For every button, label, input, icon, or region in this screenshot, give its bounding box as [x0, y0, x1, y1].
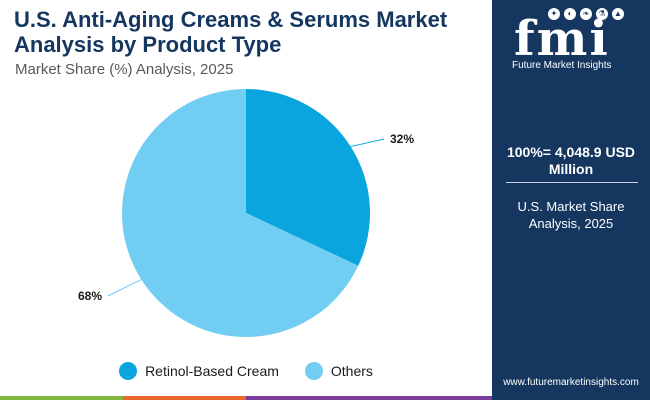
- leaf-icon: ❧: [580, 8, 592, 20]
- market-total: 100%= 4,048.9 USD Million: [506, 144, 636, 177]
- globe-icon: ◐: [564, 8, 576, 20]
- pie-chart: 32% 68%: [78, 89, 414, 338]
- chart-title: U.S. Anti-Aging Creams & Serums Market A…: [14, 7, 448, 57]
- logo-wordmark: fmi: [514, 11, 610, 67]
- chart-area: U.S. Anti-Aging Creams & Serums Market A…: [0, 7, 492, 400]
- pie-slice-others: [121, 89, 359, 338]
- chart-subtitle: Market Share (%) Analysis, 2025: [15, 61, 234, 78]
- chart-icon: ▲: [612, 8, 624, 20]
- flask-icon: ⚗: [596, 8, 608, 20]
- legend-swatch-retinol: [119, 362, 138, 380]
- legend-item-others: Others: [304, 362, 373, 380]
- sidebar-divider: [506, 182, 638, 183]
- lightbulb-icon: ✦: [548, 8, 560, 20]
- bottom-color-bar: [0, 396, 492, 400]
- bottom-bar-segment: [0, 396, 123, 400]
- sidebar-caption: U.S. Market Share Analysis, 2025: [517, 199, 625, 231]
- pie-data-label: 32%: [390, 132, 414, 146]
- chart-legend: Retinol-Based Cream Others: [0, 362, 492, 380]
- website-link[interactable]: www.futuremarketinsights.com: [503, 377, 639, 388]
- legend-item-retinol: Retinol-Based Cream: [119, 362, 279, 380]
- legend-swatch-others: [304, 362, 323, 380]
- fmi-logo: ✦ ◐ ❧ ⚗ ▲ fmi Future Market Insights: [492, 6, 650, 72]
- bottom-bar-segment: [123, 396, 246, 400]
- legend-label-retinol: Retinol-Based Cream: [145, 363, 279, 379]
- pie-leader-line: [350, 138, 385, 148]
- bottom-bar-segment: [369, 396, 492, 400]
- pie-data-label: 68%: [78, 289, 102, 303]
- pie-slice-retinol-based-cream: [246, 89, 370, 266]
- logo-icons: ✦ ◐ ❧ ⚗ ▲: [548, 8, 624, 20]
- logo-subtitle: Future Market Insights: [512, 60, 612, 71]
- legend-label-others: Others: [330, 363, 373, 379]
- pie-leader-line: [107, 278, 142, 297]
- bottom-bar-segment: [246, 396, 369, 400]
- info-sidebar: ✦ ◐ ❧ ⚗ ▲ fmi Future Market Insights 100…: [492, 0, 650, 400]
